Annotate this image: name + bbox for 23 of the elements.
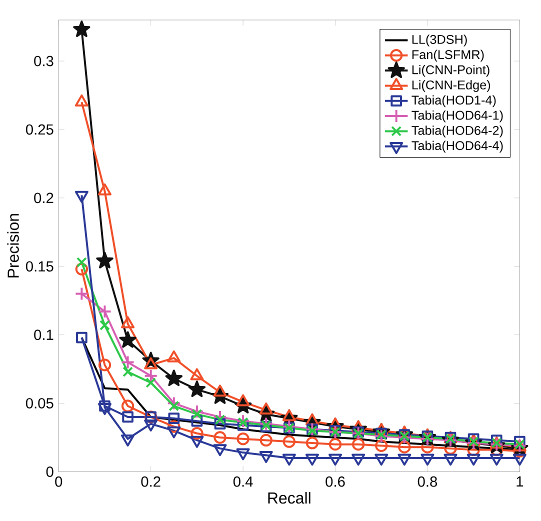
y-tick-label: 0.2 [34,192,54,204]
y-tick-label: 0.1 [34,330,54,340]
y-tick-label: 0.05 [26,398,54,408]
legend-label: Li(CNN-Point) [412,64,490,77]
x-tick-label: 0 [55,476,62,487]
x-tick-label: 1 [516,476,524,487]
legend-label: LL(3DSH) [412,34,467,46]
x-tick-label: 0.8 [418,476,438,487]
x-tick-label: 0.2 [141,476,160,487]
legend-label: Tabia(HOD64-1) [412,110,503,122]
y-axis-title: Precision [7,214,19,278]
legend-label: Li(CNN-Edge) [412,80,490,92]
legend-label: Tabia(HOD64-2) [412,126,503,138]
legend-label: Fan(LSFMR) [412,50,484,62]
x-tick-label: 0.6 [326,476,345,487]
y-tick-label: 0.15 [26,261,54,272]
legend-label: Tabia(HOD64-4) [412,140,503,153]
y-tick-label: 0 [46,466,54,477]
legend-label: Tabia(HOD1-4) [412,95,496,108]
x-axis-title: Recall [268,492,310,504]
x-tick-label: 0.4 [233,476,253,487]
y-tick-label: 0.3 [34,56,54,66]
y-tick-label: 0.25 [26,124,54,135]
